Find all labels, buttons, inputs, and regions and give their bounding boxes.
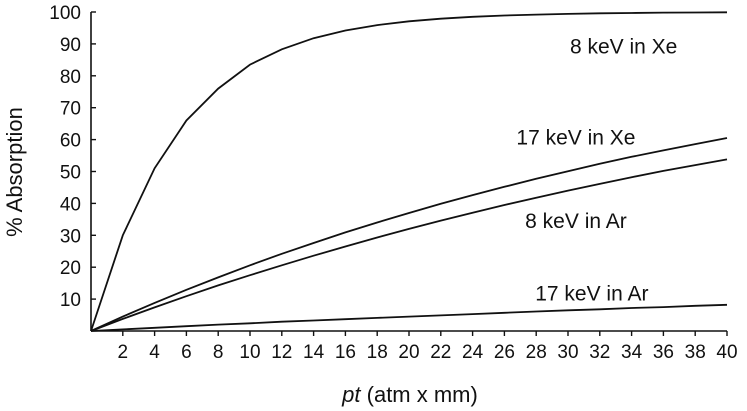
series-line-3 [90, 158, 728, 332]
x-tick-label: 20 [398, 342, 419, 363]
x-tick-label: 12 [271, 342, 292, 363]
x-tick-label: 4 [149, 342, 160, 363]
x-axis-title-rest: (atm x mm) [361, 382, 478, 407]
x-tick-label: 38 [685, 342, 706, 363]
series-label-3: 8 keV in Ar [525, 210, 627, 233]
x-tick-label: 28 [526, 342, 547, 363]
y-tick-label: 80 [60, 67, 81, 88]
y-tick-label: 40 [60, 194, 81, 215]
x-tick-label: 22 [430, 342, 451, 363]
series-line-2 [90, 137, 728, 332]
x-tick-label: 2 [118, 342, 129, 363]
x-ticks: 2 4 6 8 10 12 14 16 18 20 22 24 26 28 30 32 34 36 38 40 [118, 331, 738, 363]
x-tick-label: 26 [494, 342, 515, 363]
x-tick-label: 30 [557, 342, 578, 363]
x-tick-label: 34 [621, 342, 643, 363]
x-tick-label: 16 [335, 342, 356, 363]
y-tick-label: 20 [60, 258, 81, 279]
series-lines [90, 11, 728, 332]
series-label-4: 17 keV in Ar [535, 283, 648, 306]
x-axis-title-italic: pt [341, 382, 361, 407]
y-axis-title: % Absorption [2, 107, 27, 237]
y-tick-label: 90 [60, 35, 81, 56]
series-line-1 [90, 11, 728, 332]
y-tick-label: 10 [60, 290, 81, 311]
y-tick-label: 50 [60, 163, 81, 184]
y-ticks: 10 20 30 40 50 60 70 80 90 100 [49, 3, 96, 311]
x-axis-title: pt (atm x mm) [341, 382, 478, 407]
x-tick-label: 8 [213, 342, 224, 363]
x-tick-label: 14 [303, 342, 325, 363]
series-line-4 [90, 303, 728, 332]
y-tick-label: 100 [49, 3, 81, 24]
y-tick-label: 70 [60, 99, 81, 120]
y-tick-label: 60 [60, 131, 81, 152]
x-tick-label: 40 [716, 342, 737, 363]
x-tick-label: 24 [462, 342, 484, 363]
series-labels: 8 keV in Xe 17 keV in Xe 8 keV in Ar 17 keV… [516, 35, 677, 305]
x-tick-label: 18 [367, 342, 388, 363]
x-tick-label: 6 [181, 342, 192, 363]
y-tick-label: 30 [60, 226, 81, 247]
x-tick-label: 10 [239, 342, 260, 363]
x-tick-label: 32 [589, 342, 610, 363]
x-tick-label: 36 [653, 342, 674, 363]
series-label-2: 17 keV in Xe [516, 126, 635, 149]
series-label-1: 8 keV in Xe [570, 35, 677, 58]
